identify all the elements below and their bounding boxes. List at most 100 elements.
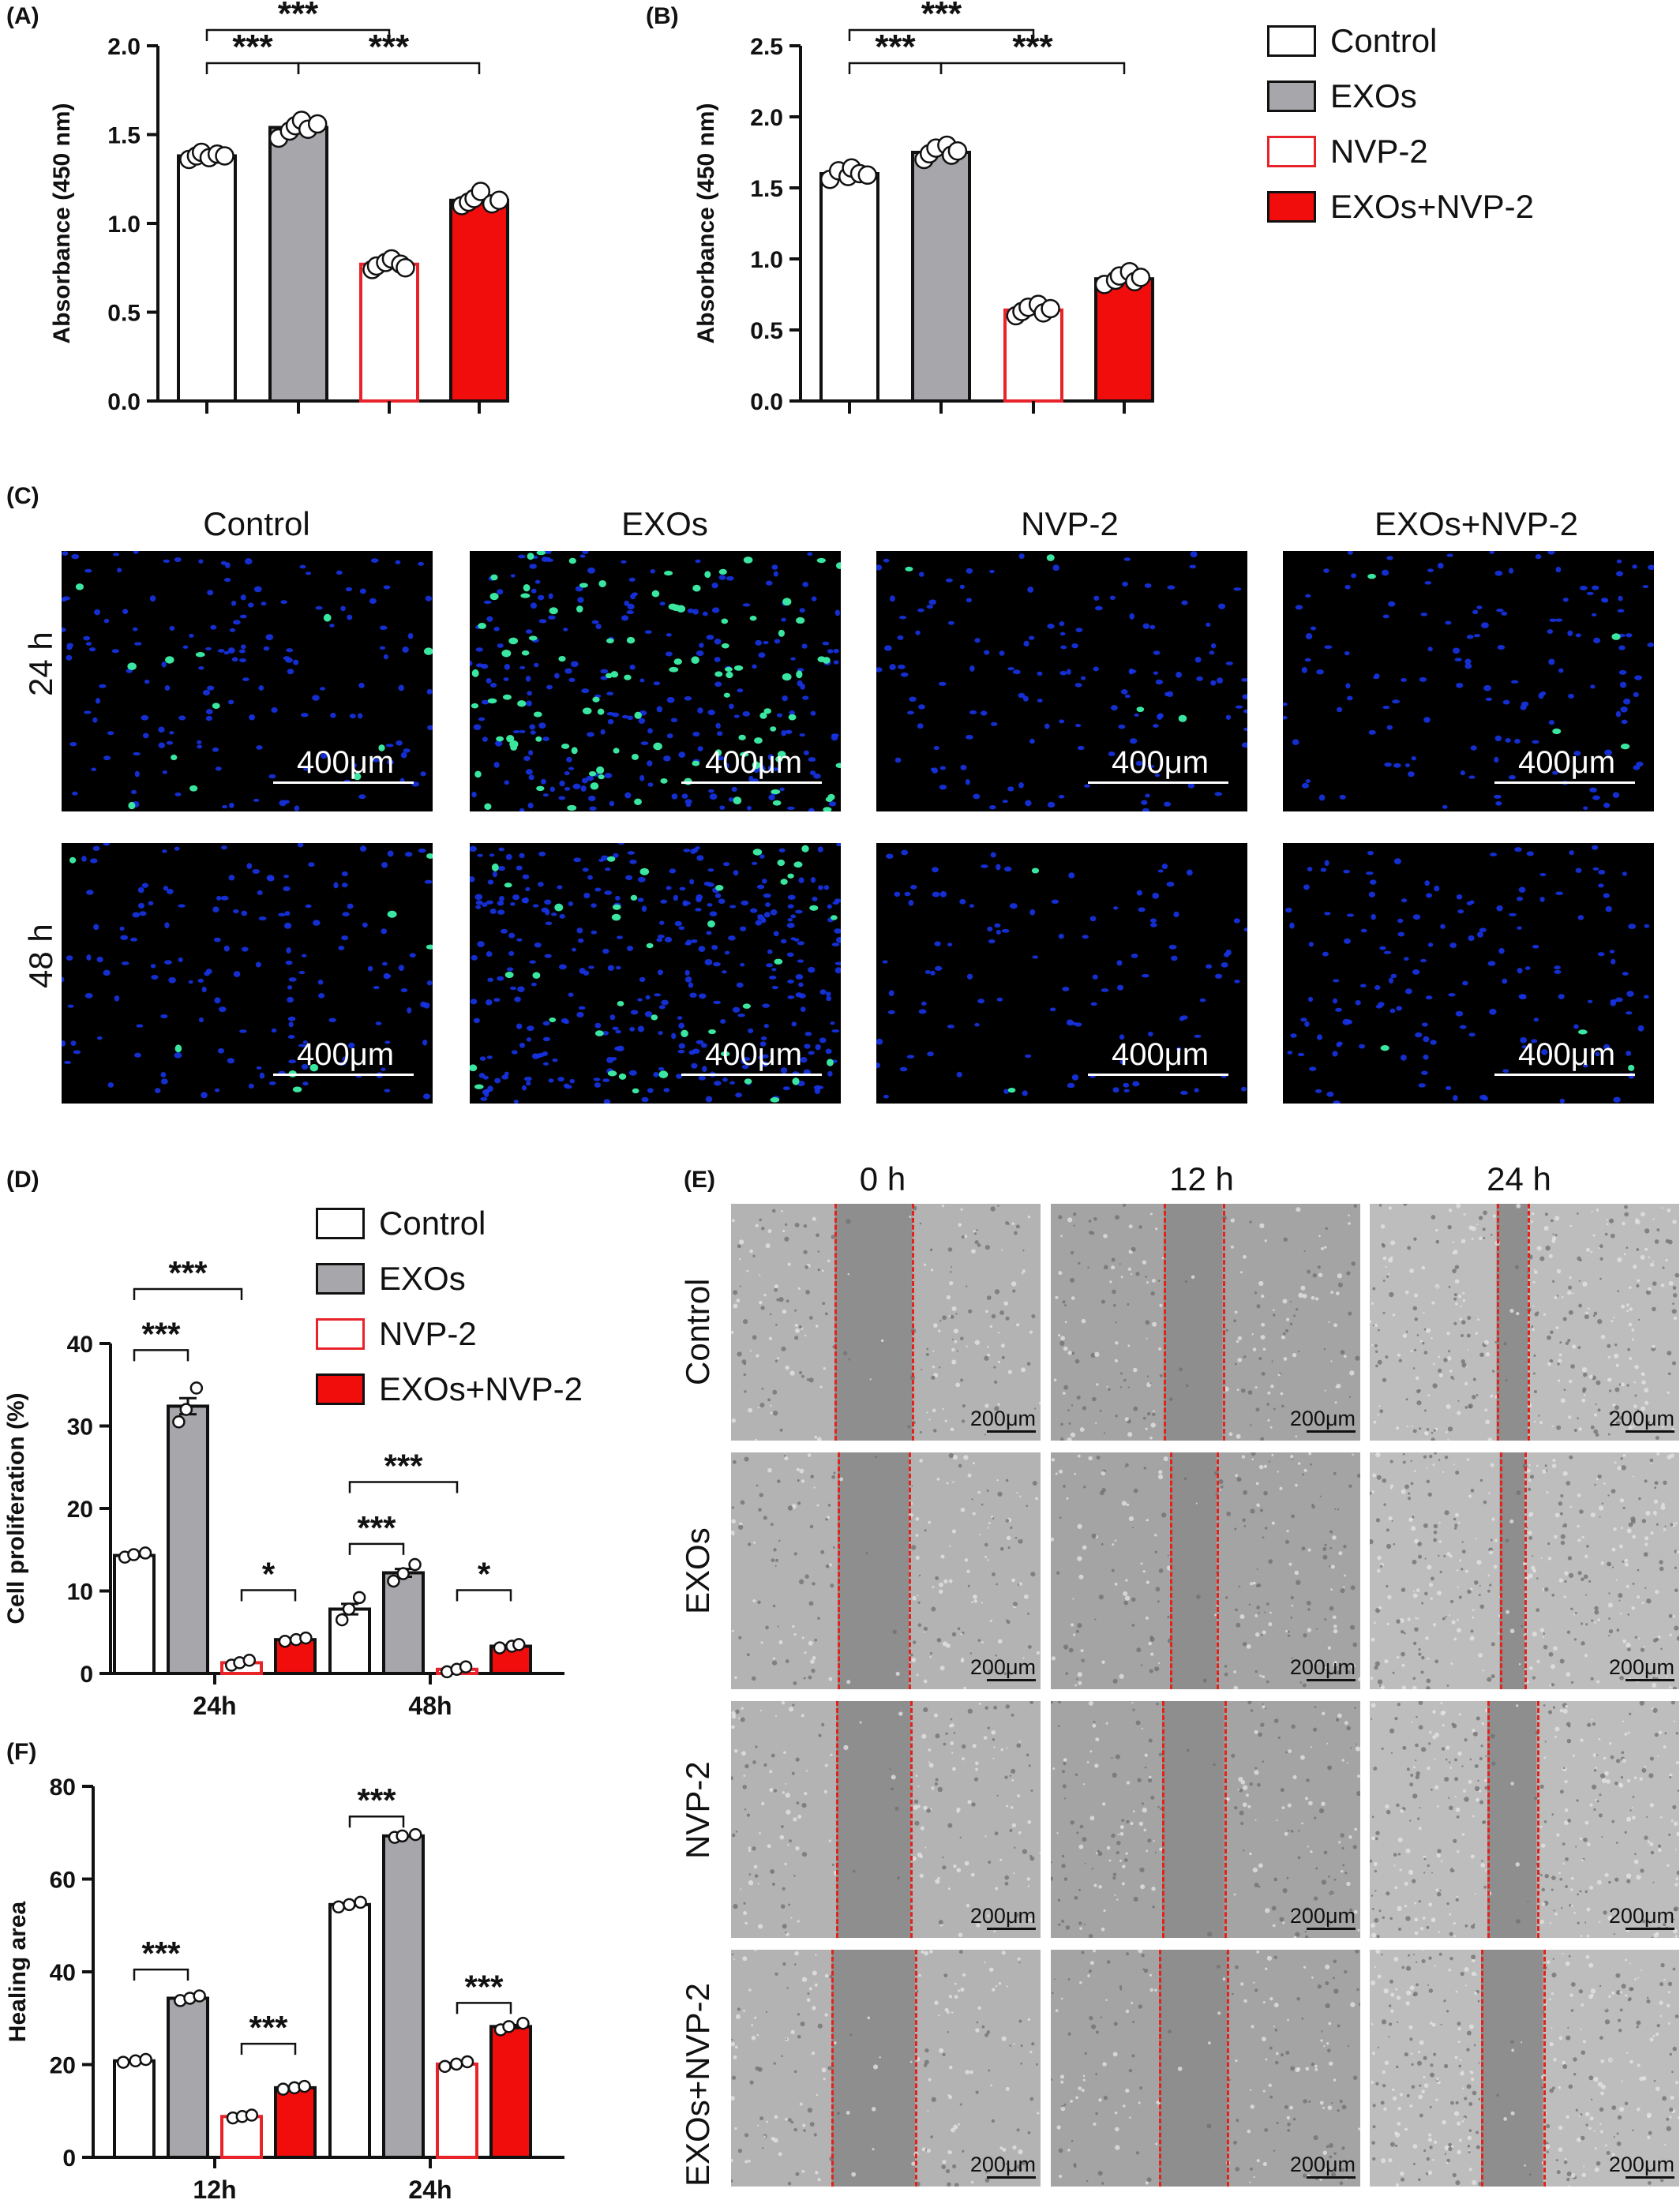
nucleus [84, 568, 92, 573]
nucleus [470, 845, 477, 853]
cell [1059, 2074, 1065, 2079]
nucleus [996, 929, 1001, 935]
cell [781, 1701, 786, 1705]
cell [1565, 1885, 1568, 1888]
cell [996, 1478, 999, 1482]
nucleus [1446, 1085, 1452, 1091]
cell [1074, 1773, 1078, 1776]
cell [779, 1834, 785, 1840]
cell [1577, 1256, 1581, 1261]
nucleus [571, 947, 577, 952]
cell [1318, 1272, 1323, 1278]
nucleus [168, 976, 176, 984]
wound-edge-line [1164, 1204, 1167, 1441]
nucleus [741, 1064, 749, 1070]
cell [804, 1265, 809, 1269]
cell [880, 1339, 884, 1343]
cell [1562, 1708, 1568, 1714]
cell [1220, 1489, 1222, 1491]
cell [754, 1950, 757, 1951]
nucleus [418, 561, 425, 566]
cell [1427, 1766, 1431, 1771]
cell [1436, 1804, 1439, 1808]
nucleus [1407, 771, 1415, 778]
nucleus [1457, 909, 1464, 914]
nucleus [1616, 559, 1622, 564]
fluorescence-image [1285, 845, 1650, 1104]
nucleus [616, 935, 624, 939]
cell [1071, 1351, 1075, 1355]
cell [911, 1545, 917, 1550]
scale-bar-label: 200μm [969, 1904, 1036, 1928]
cell [1673, 1316, 1678, 1321]
cell [1472, 1609, 1475, 1611]
cell [934, 2000, 939, 2005]
cell [731, 1629, 734, 1632]
cell [1087, 1266, 1089, 1269]
cell [1446, 1552, 1451, 1557]
cell [1142, 1968, 1145, 1971]
cell [1457, 1521, 1461, 1524]
cell [1440, 1860, 1443, 1863]
edu-positive-nucleus [424, 647, 433, 655]
cell [1416, 1400, 1422, 1406]
cell [1372, 1324, 1375, 1327]
nucleus [223, 650, 230, 655]
cell [1290, 1616, 1293, 1619]
cell [923, 1805, 928, 1811]
cell [1383, 1503, 1386, 1506]
nucleus [683, 849, 691, 853]
cell [1382, 1256, 1387, 1261]
nucleus [1419, 676, 1427, 682]
nucleus [229, 628, 236, 632]
legend-d-label-exos: EXOs [379, 1260, 466, 1297]
cell [1373, 1861, 1378, 1867]
cell [1374, 1869, 1378, 1873]
cell [1250, 1582, 1254, 1586]
nucleus [763, 641, 769, 645]
nucleus [773, 767, 778, 772]
cell [733, 1303, 738, 1309]
significance-bracket [348, 1815, 405, 1828]
cell [1371, 1816, 1374, 1818]
nucleus [227, 1058, 235, 1064]
cell [1621, 1751, 1625, 1755]
cell [1262, 2037, 1266, 2042]
cell [1554, 1535, 1558, 1539]
cell [1135, 1272, 1140, 1276]
nucleus [244, 558, 253, 565]
nucleus [573, 857, 582, 863]
nucleus [589, 806, 597, 811]
cell [1676, 1870, 1679, 1876]
cell [1016, 1492, 1018, 1494]
cell [1307, 1548, 1311, 1552]
cell [1607, 1377, 1612, 1382]
scale-bar [1088, 1074, 1228, 1076]
cell [1627, 1613, 1630, 1616]
cell [1372, 1473, 1377, 1478]
nucleus [1058, 794, 1065, 799]
cell [1016, 1323, 1020, 1327]
nucleus [1359, 984, 1367, 988]
cell [1250, 1709, 1254, 1712]
nucleus [700, 1043, 707, 1048]
cell [944, 2007, 949, 2012]
cell [1533, 1389, 1538, 1394]
significance-label: *** [357, 1782, 396, 1819]
cell [1342, 1864, 1345, 1867]
cell [1177, 2067, 1183, 2071]
cell [1614, 1353, 1619, 1358]
cell [1516, 1919, 1521, 1924]
nucleus [1412, 914, 1421, 920]
nucleus [666, 886, 672, 890]
cell [1149, 1973, 1153, 1977]
nucleus [1075, 628, 1083, 632]
cell [1027, 2018, 1031, 2022]
cell [1445, 1758, 1448, 1761]
cell [1414, 1931, 1419, 1936]
nucleus [302, 1040, 308, 1044]
cell [1283, 1357, 1288, 1361]
nucleus [386, 759, 394, 765]
cell [1225, 1328, 1228, 1332]
cell [1472, 1377, 1476, 1381]
